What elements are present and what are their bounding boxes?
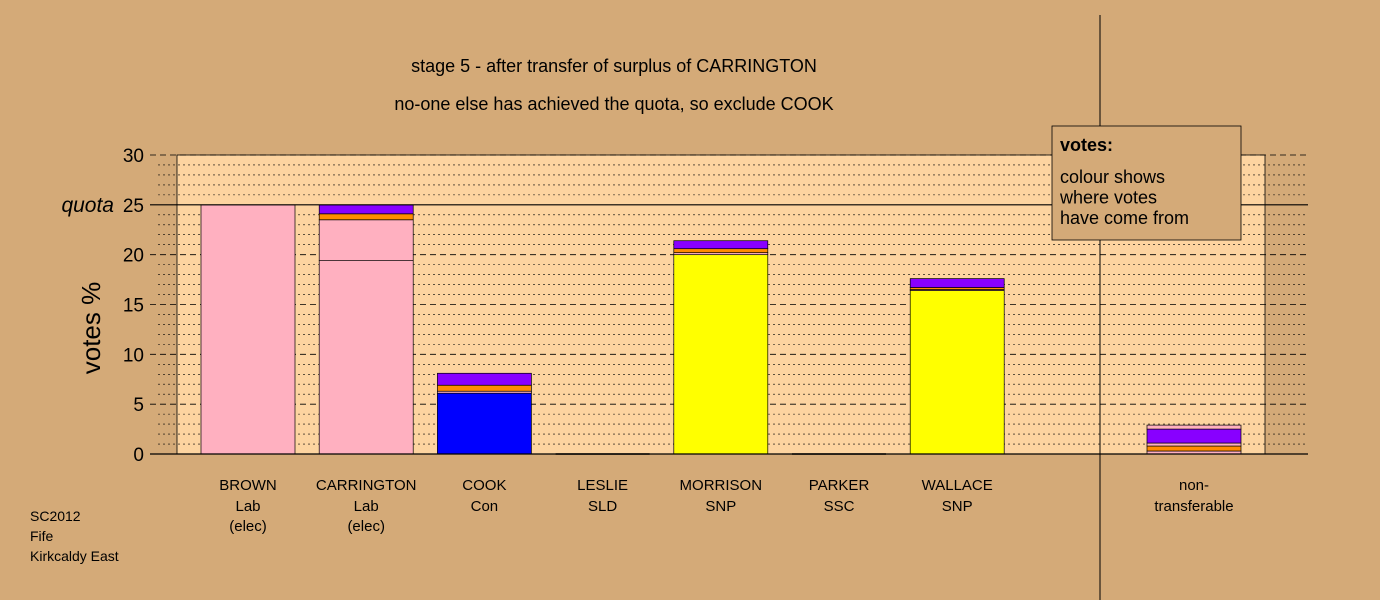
category-label-morrison-line1: MORRISON — [680, 477, 763, 494]
chart-title: stage 5 - after transfer of surplus of C… — [411, 56, 817, 76]
bar-segment-morrison-3 — [673, 240, 769, 250]
bar-segment-non-transferable-4 — [1146, 424, 1242, 430]
bar-segment-morrison-2 — [673, 248, 769, 254]
legend-box — [1051, 125, 1242, 241]
category-label-brown-line1: BROWN — [219, 477, 277, 494]
category-label-leslie-line1: LESLIE — [577, 477, 628, 494]
y-tick-label: 0 — [133, 445, 144, 466]
bar-segment-non-transferable-3 — [1146, 428, 1242, 444]
bar-segment-non-transferable-1 — [1146, 445, 1242, 452]
bar-segment-carrington-3 — [318, 204, 414, 215]
legend-line: where votes — [1059, 188, 1157, 208]
bar-segment-cook-0 — [437, 392, 532, 455]
footnote: SC2012 Fife Kirkcaldy East — [30, 506, 119, 566]
footnote-council: Fife — [30, 528, 54, 544]
bar-segment-carrington-1 — [318, 219, 414, 261]
y-axis-label: votes % — [76, 282, 106, 375]
bar-segment-wallace-0 — [909, 290, 1005, 455]
y-tick-label: 10 — [123, 345, 144, 366]
category-label-cook-line2: Con — [471, 498, 499, 515]
bar-segment-non-transferable-2 — [1146, 442, 1242, 447]
category-label-brown-line3: (elec) — [229, 518, 267, 535]
legend-line: have come from — [1060, 208, 1189, 228]
category-label-non-transferable-line2: transferable — [1154, 498, 1233, 515]
bar-segment-wallace-3 — [909, 278, 1005, 288]
y-tick-label: 15 — [123, 296, 144, 317]
y-tick-label: 5 — [133, 395, 144, 416]
quota-label: quota — [61, 194, 114, 217]
category-label-morrison-line2: SNP — [705, 498, 736, 515]
bar-segment-brown-0 — [200, 204, 296, 455]
category-label-parker-line2: SSC — [824, 498, 855, 515]
category-label-carrington-line1: CARRINGTON — [316, 477, 417, 494]
bar-segment-cook-2 — [437, 384, 532, 392]
category-label-leslie-line2: SLD — [588, 498, 617, 515]
bar-segment-carrington-0 — [318, 260, 414, 455]
y-tick-label: 25 — [123, 196, 144, 217]
y-tick-label: 20 — [123, 246, 144, 267]
category-label-cook-line1: COOK — [462, 477, 506, 494]
bar-segment-carrington-2 — [318, 213, 414, 221]
category-label-non-transferable-line1: non- — [1179, 477, 1209, 494]
legend-title: votes: — [1060, 135, 1113, 155]
footnote-ward: Kirkcaldy East — [30, 548, 119, 564]
category-label-carrington-line3: (elec) — [347, 518, 385, 535]
footnote-year: SC2012 — [30, 508, 81, 524]
bar-segment-morrison-0 — [673, 254, 769, 455]
chart-subtitle: no-one else has achieved the quota, so e… — [394, 94, 833, 114]
legend-line: colour shows — [1060, 167, 1165, 187]
category-label-carrington-line2: Lab — [354, 498, 379, 515]
y-tick-label: 30 — [123, 146, 144, 167]
category-label-wallace-line2: SNP — [942, 498, 973, 515]
category-label-brown-line2: Lab — [235, 498, 260, 515]
category-label-parker-line1: PARKER — [809, 477, 870, 494]
category-label-wallace-line1: WALLACE — [922, 477, 993, 494]
bar-segment-cook-3 — [437, 372, 532, 386]
